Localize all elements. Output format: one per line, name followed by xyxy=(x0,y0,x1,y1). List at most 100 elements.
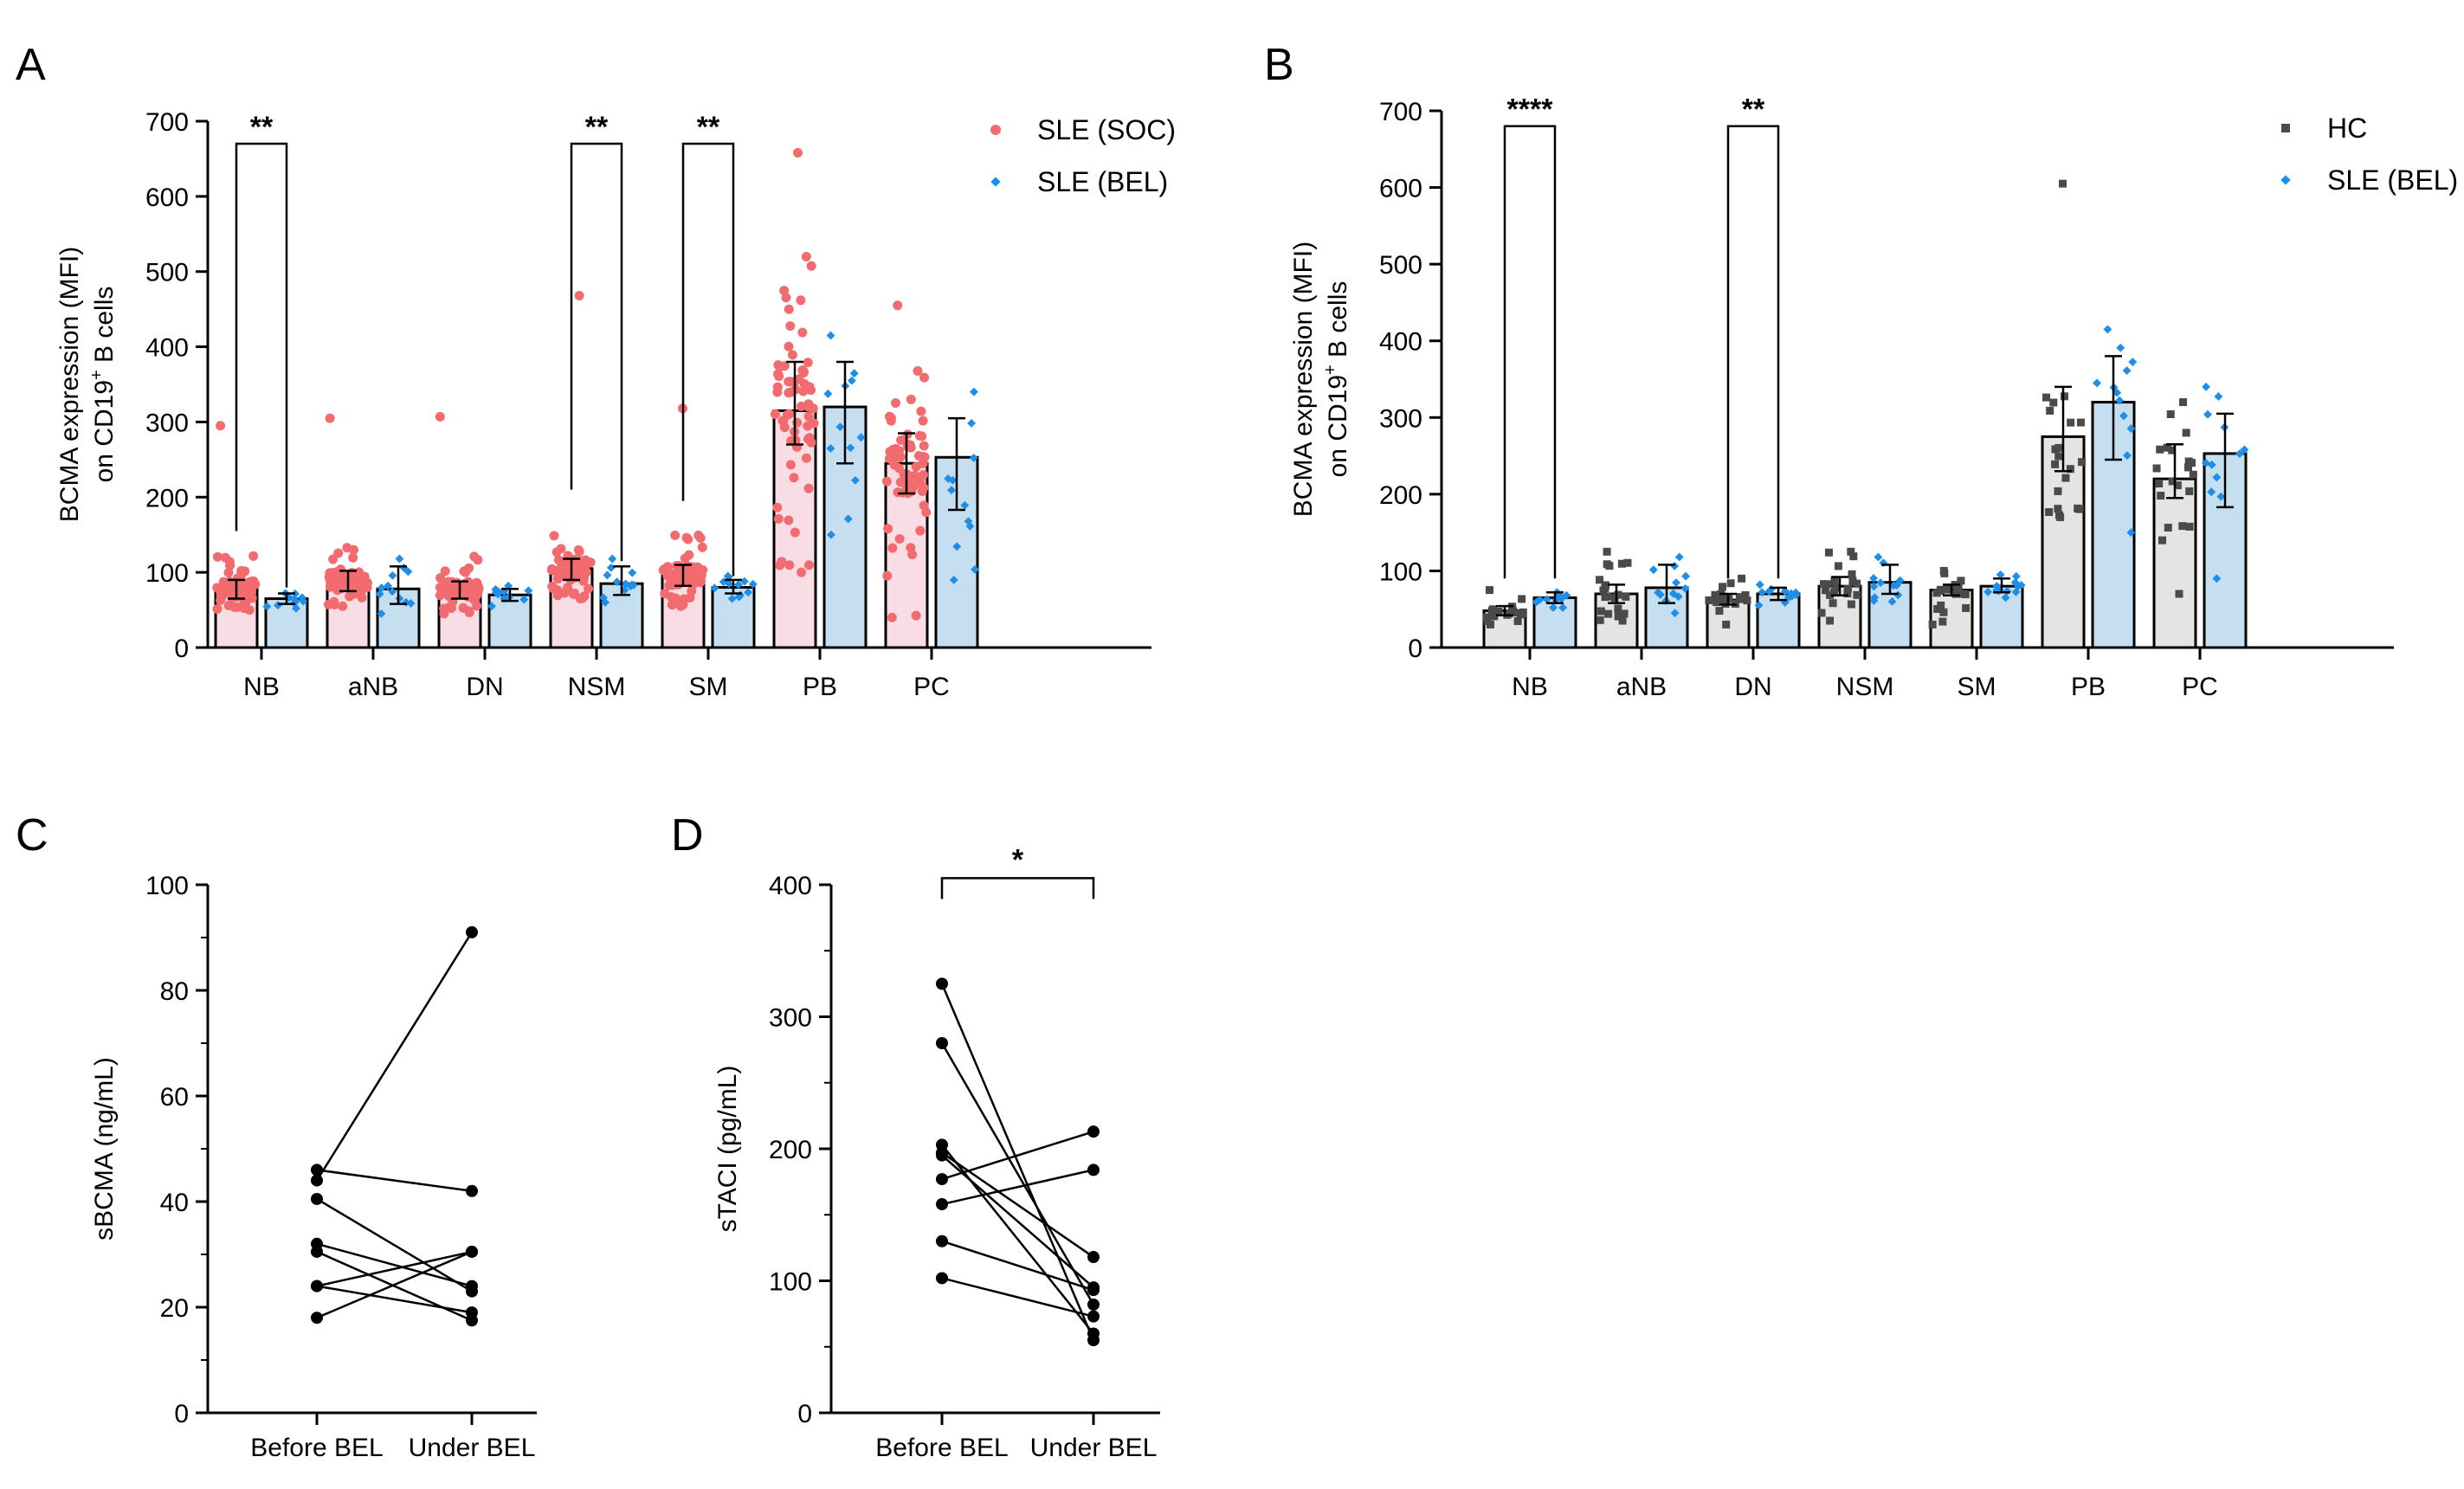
data-point xyxy=(442,577,453,588)
data-point xyxy=(827,530,835,539)
data-point xyxy=(1755,580,1764,590)
data-point xyxy=(1494,607,1503,616)
data-point xyxy=(2103,325,2112,334)
data-point xyxy=(1599,586,1608,595)
data-point xyxy=(784,409,795,419)
pair-line xyxy=(316,1250,473,1287)
data-point xyxy=(847,376,856,385)
data-point xyxy=(337,577,347,587)
data-point xyxy=(2054,487,2062,495)
x-tick-label: Before BEL xyxy=(875,1434,1008,1462)
y-axis-label-part: B cells xyxy=(90,287,119,371)
data-point xyxy=(1713,598,1721,607)
data-point xyxy=(2212,473,2222,482)
data-point xyxy=(2054,443,2063,452)
data-point xyxy=(579,591,590,602)
panel-label: C xyxy=(16,810,48,861)
data-point xyxy=(377,583,386,593)
data-point xyxy=(1959,590,1968,598)
data-point xyxy=(1848,577,1857,585)
data-point xyxy=(1874,552,1883,562)
panel-label: B xyxy=(1264,40,1294,90)
y-axis-label-part: on CD19 xyxy=(90,380,119,482)
significance-label: * xyxy=(1012,843,1024,876)
data-point xyxy=(1549,603,1558,612)
x-tick-label: DN xyxy=(466,673,503,701)
data-point xyxy=(1516,609,1525,618)
data-point xyxy=(911,610,921,621)
data-point xyxy=(297,593,306,603)
x-tick-label: NB xyxy=(1512,673,1548,701)
data-point xyxy=(2212,574,2222,583)
data-point xyxy=(787,350,797,360)
data-point xyxy=(2158,536,2166,545)
data-point xyxy=(2203,409,2212,419)
data-point xyxy=(826,331,835,340)
panel-b-bar-chart: B 0 100 200 300 400 500 600 700 BCMA expression (… xyxy=(1264,40,2458,701)
data-point xyxy=(584,583,594,594)
data-point xyxy=(1826,590,1835,599)
y-axis-label-part: on CD19 xyxy=(1324,375,1352,477)
data-point xyxy=(388,570,397,580)
data-point xyxy=(919,372,930,383)
data-point xyxy=(2059,179,2067,188)
data-point xyxy=(1996,570,2005,579)
data-point xyxy=(685,592,695,603)
data-point xyxy=(225,560,235,570)
x-tick-label: Under BEL xyxy=(409,1434,536,1462)
data-point xyxy=(733,580,743,590)
data-point xyxy=(1780,586,1790,596)
data-point xyxy=(2054,511,2063,519)
data-point xyxy=(843,514,853,524)
x-tick-label: DN xyxy=(1734,673,1771,701)
y-tick-label: 400 xyxy=(1379,328,1422,357)
data-point xyxy=(960,500,970,510)
data-point xyxy=(796,295,806,306)
pair-line xyxy=(940,983,1095,1341)
data-point xyxy=(916,406,926,416)
pair-line xyxy=(316,1169,473,1193)
bar xyxy=(376,587,421,649)
data-point xyxy=(2123,451,2132,461)
x-tick-label: NSM xyxy=(1836,673,1894,701)
x-tick-label: SM xyxy=(689,673,728,701)
data-point xyxy=(1672,578,1680,587)
data-point xyxy=(1504,609,1513,617)
data-point xyxy=(395,554,404,564)
data-point xyxy=(969,387,978,396)
x-tick-label: PB xyxy=(2071,673,2106,701)
y-axis-label: BCMA expression (MFI) xyxy=(1289,242,1318,517)
data-point xyxy=(1847,547,1855,556)
data-point xyxy=(2116,343,2125,352)
data-point xyxy=(2061,474,2070,482)
data-point xyxy=(406,599,416,608)
data-point xyxy=(1558,603,1568,612)
data-point xyxy=(357,592,367,603)
significance-label: ** xyxy=(1742,93,1765,126)
data-point xyxy=(347,579,358,590)
data-point xyxy=(1614,612,1622,621)
legend-label: HC xyxy=(2327,113,2367,144)
data-point xyxy=(1933,604,1942,613)
data-point xyxy=(1680,583,1690,593)
data-point xyxy=(1754,601,1764,610)
data-point xyxy=(1847,600,1855,609)
data-point xyxy=(466,1245,478,1258)
bar xyxy=(487,593,532,649)
y-tick-label: 20 xyxy=(160,1294,189,1323)
pair-line xyxy=(941,1130,1094,1181)
data-point xyxy=(466,1280,478,1292)
data-point xyxy=(1509,607,1518,616)
significance-bracket xyxy=(1726,125,1780,579)
data-point xyxy=(311,1280,323,1292)
data-point xyxy=(936,1272,948,1285)
panel-c-paired-chart: C 0 20 40 60 80 100 sBCMA (ng/mL) Before BEL Unde… xyxy=(16,810,537,1462)
y-axis-label: BCMA expression (MFI) xyxy=(55,247,84,522)
data-point xyxy=(808,403,818,414)
data-point xyxy=(670,530,681,540)
data-point xyxy=(328,554,339,564)
data-point xyxy=(236,583,247,593)
data-point xyxy=(882,570,893,581)
data-point xyxy=(1715,607,1724,616)
